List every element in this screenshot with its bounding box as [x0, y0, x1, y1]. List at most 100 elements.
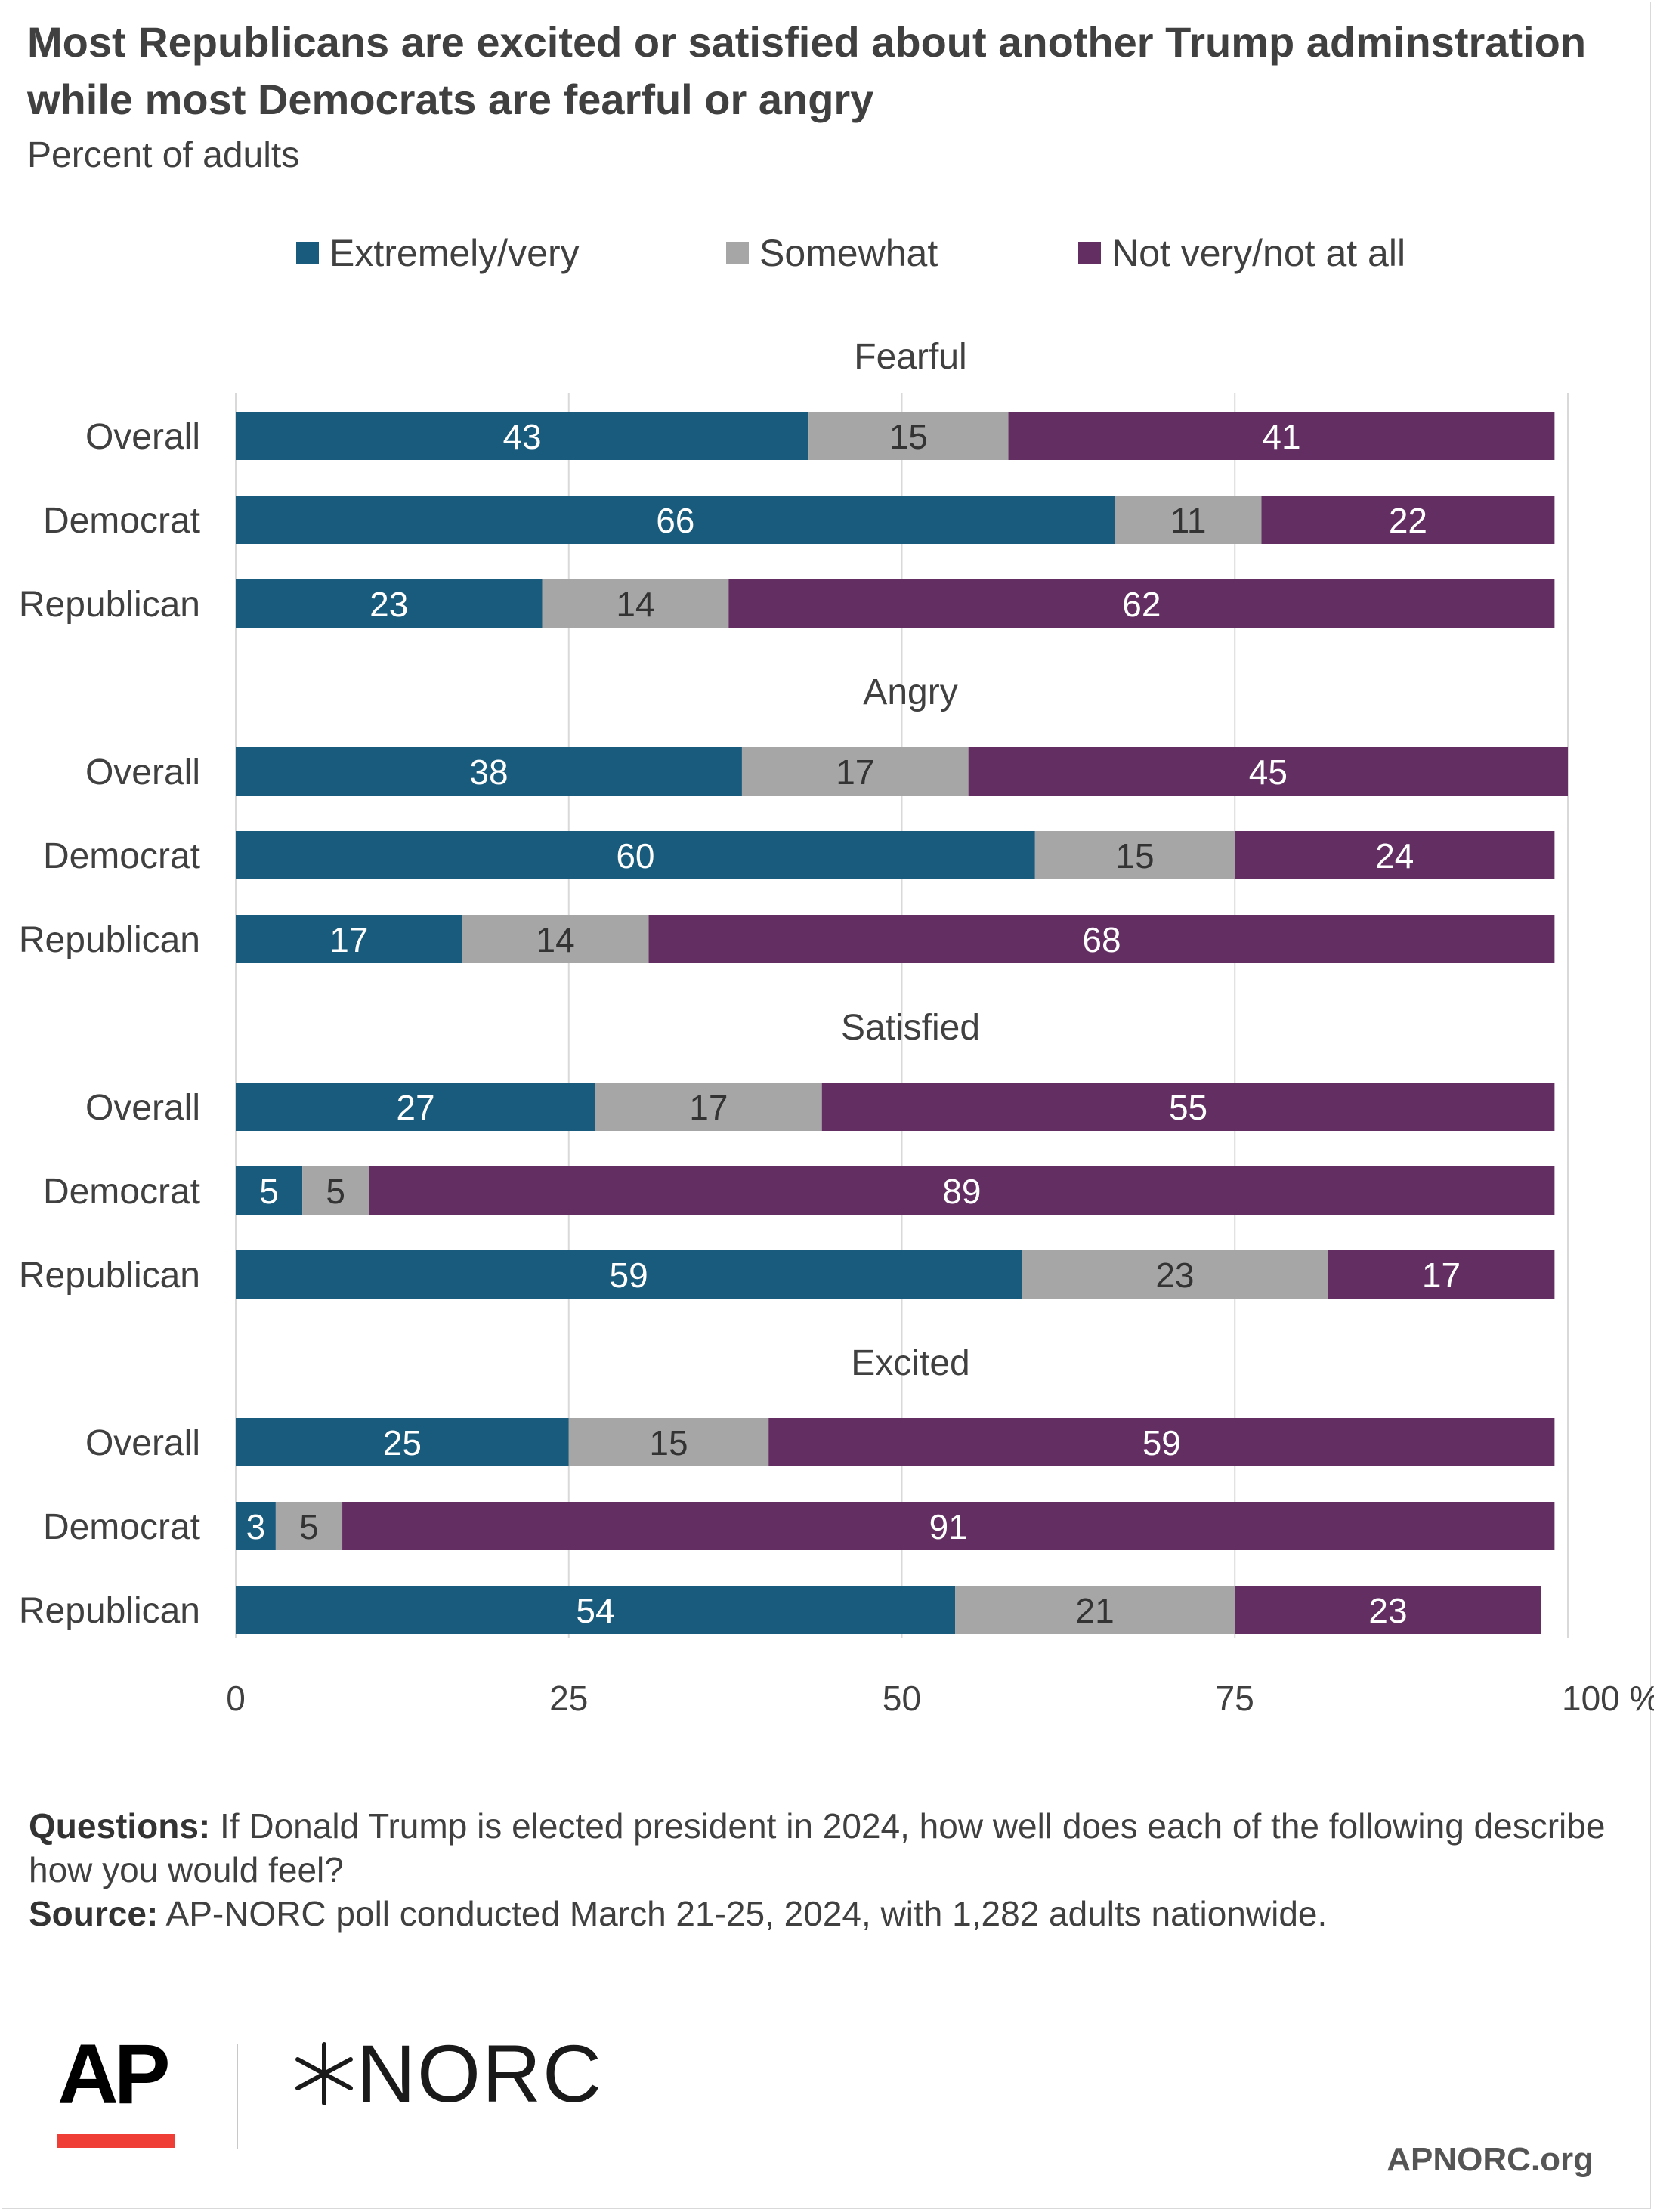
bar-segment — [1034, 831, 1235, 879]
data-label: 17 — [329, 920, 368, 959]
row-label: Democrat — [43, 1507, 200, 1547]
source-text: AP-NORC poll conducted March 21-25, 2024… — [158, 1894, 1328, 1933]
chart-title: Most Republicans are excited or satisfie… — [27, 18, 1587, 123]
data-label: 41 — [1262, 417, 1300, 456]
data-label: 59 — [609, 1256, 648, 1295]
row-label: Republican — [19, 585, 200, 625]
row-label: Overall — [85, 752, 200, 792]
data-label: 17 — [836, 752, 874, 792]
bar-segment — [236, 1250, 1022, 1299]
data-label: 89 — [942, 1172, 981, 1211]
chart-subtitle: Percent of adults — [27, 135, 300, 175]
data-label: 60 — [616, 836, 654, 876]
row-label: Overall — [85, 1088, 200, 1128]
bar-segment — [1235, 831, 1555, 879]
norc-logo-text: NORC — [357, 2028, 603, 2119]
bar-segment — [302, 1166, 369, 1215]
bar-segment — [369, 1166, 1555, 1215]
row-label: Democrat — [43, 836, 200, 876]
legend-item-extremely-very: Extremely/very — [296, 231, 580, 275]
data-label: 23 — [1368, 1591, 1407, 1630]
data-label: 5 — [259, 1172, 279, 1211]
questions-note: Questions: If Donald Trump is elected pr… — [29, 1804, 1615, 1892]
data-label: 38 — [469, 752, 508, 792]
data-label: 23 — [369, 585, 408, 624]
legend-item-not-very: Not very/not at all — [1078, 231, 1405, 275]
data-label: 68 — [1082, 920, 1121, 959]
bar-segment — [595, 1083, 822, 1131]
bar-segment — [236, 747, 742, 796]
bar-segment — [1261, 496, 1555, 544]
data-label: 55 — [1169, 1088, 1207, 1127]
bar-segment — [821, 1083, 1555, 1131]
bar-segment — [236, 579, 543, 628]
data-label: 25 — [383, 1423, 422, 1463]
questions-label: Questions: — [29, 1806, 211, 1846]
legend: Extremely/very Somewhat Not very/not at … — [0, 231, 1654, 276]
bar-segment — [1115, 496, 1262, 544]
data-label: 24 — [1375, 836, 1414, 876]
data-label: 17 — [1422, 1256, 1461, 1295]
bar-segment — [236, 1083, 596, 1131]
bar-segment — [462, 915, 649, 963]
panel-title: Excited — [851, 1343, 969, 1383]
source-note: Source: AP-NORC poll conducted March 21-… — [29, 1892, 1615, 1936]
panel-title: Angry — [863, 672, 957, 712]
legend-swatch-not-very — [1078, 242, 1101, 264]
data-label: 15 — [889, 417, 928, 456]
ap-logo: AP — [57, 2027, 171, 2121]
logo-divider — [237, 2044, 238, 2149]
data-label: 22 — [1389, 501, 1427, 540]
data-label: 5 — [326, 1172, 345, 1211]
bar-segment — [236, 1586, 956, 1634]
norc-star-icon — [295, 2042, 353, 2105]
bar-segment — [236, 831, 1035, 879]
data-label: 62 — [1122, 585, 1161, 624]
bar-segment — [728, 579, 1555, 628]
data-label: 45 — [1249, 752, 1288, 792]
bar-segment — [955, 1586, 1235, 1634]
site-url: APNORC.org — [1387, 2141, 1594, 2178]
stacked-bar-chart: Fearful Overall 43 15 41 Democrat 66 11 22 Republ… — [19, 337, 1654, 1718]
data-label: 14 — [616, 585, 654, 624]
bar-segment — [342, 1502, 1555, 1550]
x-tick-label: 50 — [883, 1679, 921, 1718]
ap-logo-underline — [57, 2134, 175, 2148]
data-label: 21 — [1076, 1591, 1115, 1630]
x-tick-label: 75 — [1216, 1679, 1254, 1718]
bar-segment — [768, 1418, 1555, 1466]
data-label: 3 — [246, 1507, 266, 1546]
footer-notes: Questions: If Donald Trump is elected pr… — [29, 1804, 1615, 1936]
legend-item-somewhat: Somewhat — [726, 231, 938, 275]
bar-segment — [236, 1502, 276, 1550]
bar-segment — [236, 496, 1115, 544]
legend-label: Not very/not at all — [1111, 232, 1406, 274]
data-label: 11 — [1170, 501, 1207, 540]
bar-segment — [568, 1418, 769, 1466]
row-label: Democrat — [43, 1172, 200, 1212]
bar-segment — [236, 915, 462, 963]
bar-segment — [1235, 1586, 1541, 1634]
row-label: Republican — [19, 920, 200, 960]
bar-segment — [1022, 1250, 1328, 1299]
panel-title: Satisfied — [841, 1008, 980, 1048]
legend-label: Somewhat — [759, 232, 938, 274]
bar-segment — [648, 915, 1555, 963]
bar-segment — [741, 747, 969, 796]
data-label: 66 — [656, 501, 694, 540]
data-label: 27 — [396, 1088, 434, 1127]
x-tick-label: 100 % — [1562, 1679, 1654, 1718]
data-label: 23 — [1155, 1256, 1194, 1295]
bar-segment — [275, 1502, 343, 1550]
data-label: 43 — [502, 417, 541, 456]
row-label: Overall — [85, 1423, 200, 1463]
bar-segment — [1328, 1250, 1555, 1299]
source-label: Source: — [29, 1894, 159, 1933]
row-label: Overall — [85, 417, 200, 457]
data-label: 91 — [929, 1507, 968, 1546]
bar-segment — [236, 412, 809, 460]
bar-segment — [968, 747, 1568, 796]
norc-logo: NORC — [292, 2032, 603, 2115]
bar-segment — [542, 579, 729, 628]
